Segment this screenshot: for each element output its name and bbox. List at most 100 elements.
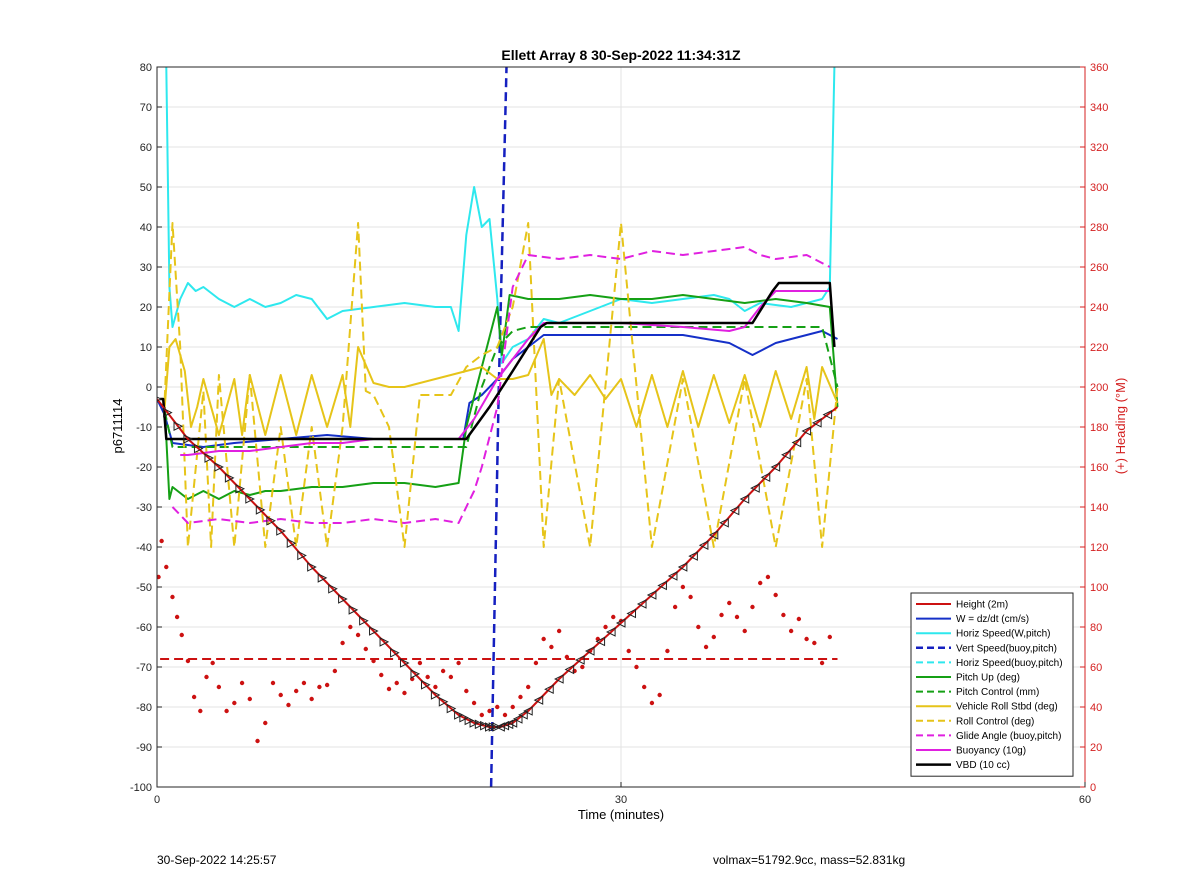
series-line-height-2m (157, 398, 839, 728)
height-marker (533, 695, 544, 705)
heading-point (471, 700, 477, 706)
y-tick-label: 40 (140, 222, 152, 234)
heading-point (157, 574, 161, 580)
height-marker (390, 647, 400, 658)
height-marker (739, 494, 750, 504)
height-marker (544, 684, 554, 695)
heading-point (332, 668, 338, 674)
heading-point (224, 708, 229, 714)
heading-point (174, 614, 180, 620)
height-marker (399, 658, 410, 668)
legend-label: Horiz Speed(buoy,pitch) (956, 658, 1063, 669)
height-marker (791, 437, 802, 448)
height-marker (255, 505, 266, 515)
footer-vehicle-info: volmax=51792.9cc, mass=52.831kg (713, 853, 906, 867)
heading-point (703, 644, 709, 650)
height-marker (657, 580, 667, 591)
heading-point (773, 592, 778, 598)
height-marker (286, 538, 297, 549)
heading-point (440, 668, 446, 674)
heading-point (263, 720, 268, 726)
heading-point (688, 594, 693, 600)
y-tick-label: 30 (140, 262, 152, 274)
legend-label: Glide Angle (buoy,pitch) (956, 731, 1061, 742)
heading-point (355, 632, 361, 638)
height-marker (760, 472, 771, 483)
y-right-tick-label: 140 (1090, 502, 1108, 514)
legend-box (910, 592, 1074, 777)
heading-point (402, 690, 407, 696)
y-right-tick-label: 20 (1090, 742, 1102, 754)
height-marker (554, 674, 564, 684)
height-marker (204, 453, 215, 463)
y-tick-label: 0 (146, 382, 152, 394)
heading-point (379, 672, 384, 678)
heading-point (696, 624, 701, 630)
heading-point (727, 600, 732, 606)
heading-point (247, 696, 252, 702)
ticks: -100-90-80-70-60-50-40-30-20-10010203040… (130, 62, 1108, 806)
height-marker (512, 714, 523, 724)
series-line-horiz-speed-w-pitch (165, 67, 836, 364)
height-marker (480, 720, 490, 731)
heading-point (479, 712, 484, 718)
height-marker (235, 483, 246, 494)
heading-point (317, 684, 322, 690)
y-right-tick-label: 160 (1090, 462, 1108, 474)
y-right-tick-label: 340 (1090, 102, 1108, 114)
legend-label: Horiz Speed(W,pitch) (956, 629, 1050, 640)
heading-point (448, 674, 454, 680)
y-right-tick-label: 0 (1090, 782, 1096, 794)
heading-point (634, 664, 639, 670)
height-marker (454, 710, 464, 720)
series-line-w-dz-dt-cm-s (157, 330, 838, 448)
height-marker (297, 550, 307, 561)
heading-point (758, 580, 763, 586)
height-marker (615, 618, 626, 628)
heading-point (642, 684, 647, 690)
height-marker (369, 626, 379, 636)
heading-point (417, 660, 423, 666)
heading-point (711, 634, 716, 640)
legend-label: Buoyancy (10g) (956, 746, 1026, 757)
height-marker (214, 462, 224, 472)
height-marker (359, 615, 369, 626)
height-marker (266, 515, 276, 526)
height-marker (464, 715, 475, 726)
series-line-pitch-up-deg (163, 294, 839, 500)
legend-label: Pitch Up (deg) (956, 673, 1020, 684)
y-right-tick-label: 200 (1090, 382, 1108, 394)
height-marker (338, 594, 348, 604)
legend-label: Height (2m) (956, 600, 1008, 611)
y-tick-label: 60 (140, 142, 152, 154)
height-marker (163, 407, 173, 418)
y-tick-label: -40 (136, 542, 152, 554)
heading-point (324, 682, 330, 688)
y-tick-label: -70 (136, 662, 152, 674)
legend-label: W = dz/dt (cm/s) (956, 614, 1029, 625)
height-marker (719, 517, 729, 528)
height-marker (677, 562, 688, 572)
legend: Height (2m) W = dz/dt (cm/s) Horiz Speed(W… (910, 592, 1074, 777)
height-marker (430, 690, 441, 700)
heading-point (526, 684, 531, 690)
height-marker (523, 706, 533, 716)
heading-point (270, 680, 276, 686)
series-line-vehicle-roll-stbd-deg (163, 338, 839, 436)
y-tick-label: 20 (140, 302, 152, 314)
series-group (157, 67, 839, 787)
height-marker (688, 551, 698, 561)
y-tick-label: -60 (136, 622, 152, 634)
heading-point (216, 684, 222, 690)
height-marker (801, 426, 812, 436)
y-right-axis-label: (+) Heading (°M) (1113, 378, 1128, 475)
height-marker (173, 421, 184, 432)
y-tick-label: -80 (136, 702, 152, 714)
y-right-tick-label: 360 (1090, 62, 1108, 74)
y-tick-label: -10 (136, 422, 152, 434)
y-right-tick-label: 100 (1090, 582, 1108, 594)
footer-timestamp: 30-Sep-2022 14:25:57 (157, 853, 277, 867)
heading-point (179, 632, 184, 638)
y-right-tick-label: 300 (1090, 182, 1108, 194)
legend-label: Vehicle Roll Stbd (deg) (956, 702, 1058, 713)
